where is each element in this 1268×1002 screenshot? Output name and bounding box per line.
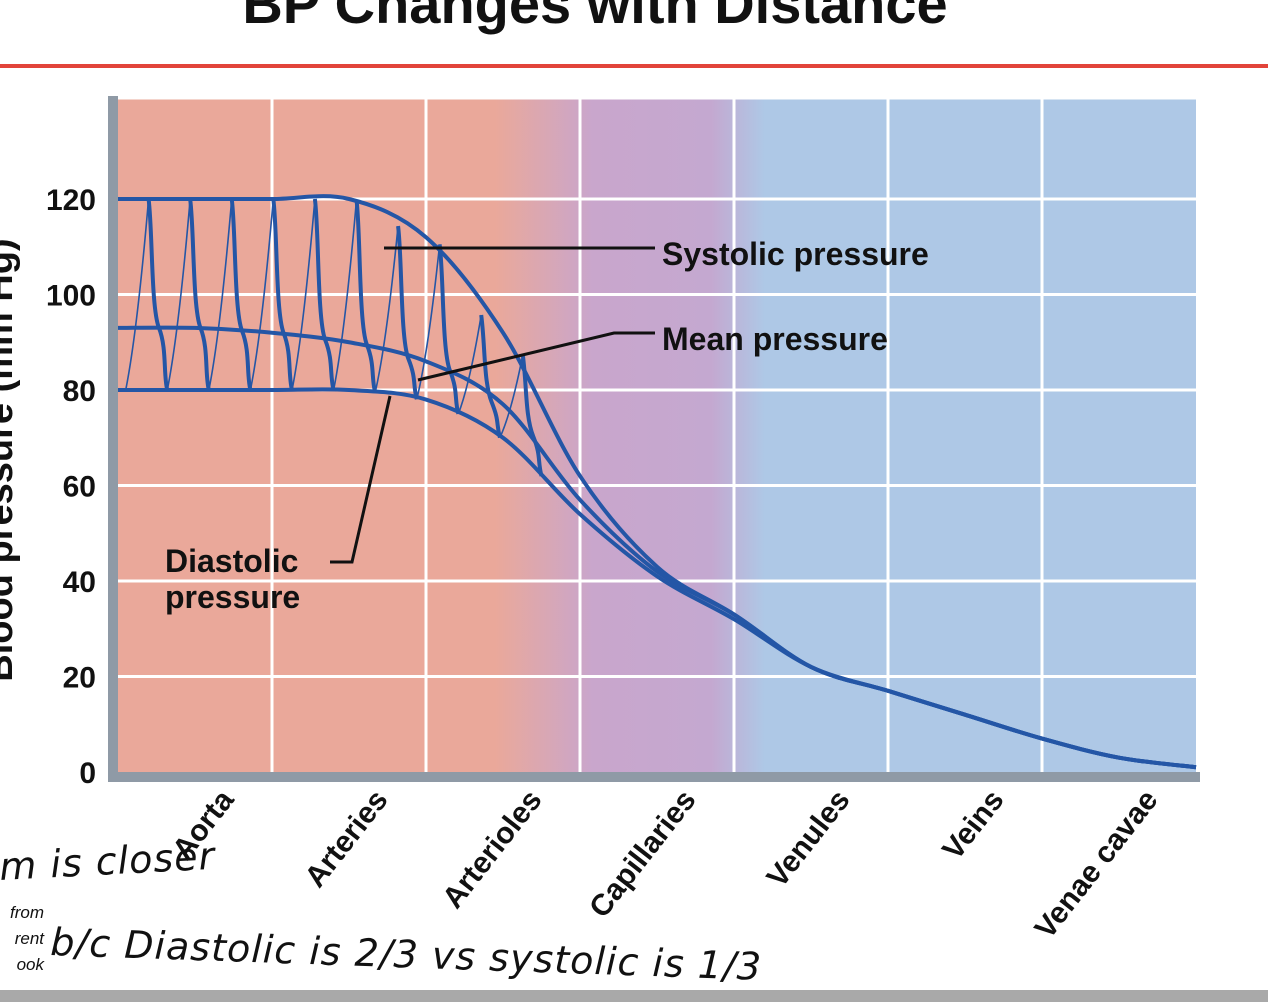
- y-axis-label: Blood pressure (mm Hg): [0, 238, 21, 681]
- x-category-label: Venae cavae: [1029, 784, 1165, 945]
- slide-title: BP Changes with Distance: [242, 0, 948, 35]
- pulse-wave-rise: [166, 198, 191, 391]
- y-tick-label: 100: [46, 280, 96, 313]
- pulse-wave-rise: [291, 198, 316, 391]
- y-tick-label: 40: [63, 566, 96, 599]
- annotation-label: Systolic pressure: [662, 236, 929, 272]
- pulse-wave-fall: [229, 198, 253, 391]
- credit-text: rent: [15, 929, 46, 948]
- pulse-wave-fall: [312, 198, 336, 391]
- pulse-wave-rise: [457, 314, 482, 415]
- pulse-wave-rise: [374, 225, 399, 393]
- annotation-label-line: Diastolic: [165, 543, 298, 579]
- x-category-label: Capillaries: [583, 784, 702, 924]
- x-category-label: Arteries: [299, 784, 395, 894]
- series-line-diastolic-pressure: [118, 387, 1197, 770]
- handwritten-note-2: b/c Diastolic is 2/3 vs systolic is 1/3: [50, 920, 763, 989]
- pulse-wave-fall: [354, 199, 378, 393]
- y-tick-label: 0: [79, 757, 96, 790]
- pulse-wave-rise: [208, 198, 233, 391]
- y-tick-label: 80: [63, 375, 96, 408]
- plot-background: [118, 98, 1196, 772]
- title-divider: [0, 64, 1268, 68]
- annotation-leader: [417, 331, 655, 382]
- y-tick-label: 120: [46, 184, 96, 217]
- pulse-wave-fall: [271, 198, 294, 391]
- pulse-wave-rise: [415, 244, 441, 400]
- pulse-wave-rise: [249, 198, 275, 391]
- pulse-wave-rise: [124, 198, 150, 391]
- pulse-wave-rise: [332, 199, 358, 391]
- annotation-label: Mean pressure: [662, 321, 888, 357]
- pulse-wave-fall: [188, 198, 211, 391]
- x-category-label: Arterioles: [436, 784, 548, 915]
- footer-bar: [0, 990, 1268, 1002]
- annotation-label: Diastolic pressure: [165, 543, 300, 615]
- y-tick-label: 60: [63, 471, 96, 504]
- pulse-wave-fall: [146, 198, 170, 391]
- annotation-label-line: pressure: [165, 579, 300, 615]
- x-axis-line: [108, 772, 1200, 782]
- annotation-leader: [330, 395, 392, 564]
- x-category-label: Veins: [936, 784, 1010, 866]
- y-axis-line: [108, 96, 118, 782]
- pulse-wave-fall: [437, 244, 461, 415]
- y-tick-label: 20: [63, 662, 96, 695]
- handwritten-note-1: m is closer: [0, 834, 218, 889]
- credit-text: ook: [17, 955, 46, 974]
- credit-text: from: [10, 903, 44, 922]
- x-category-label: Venules: [761, 784, 857, 894]
- pulse-wave-fall: [479, 314, 502, 439]
